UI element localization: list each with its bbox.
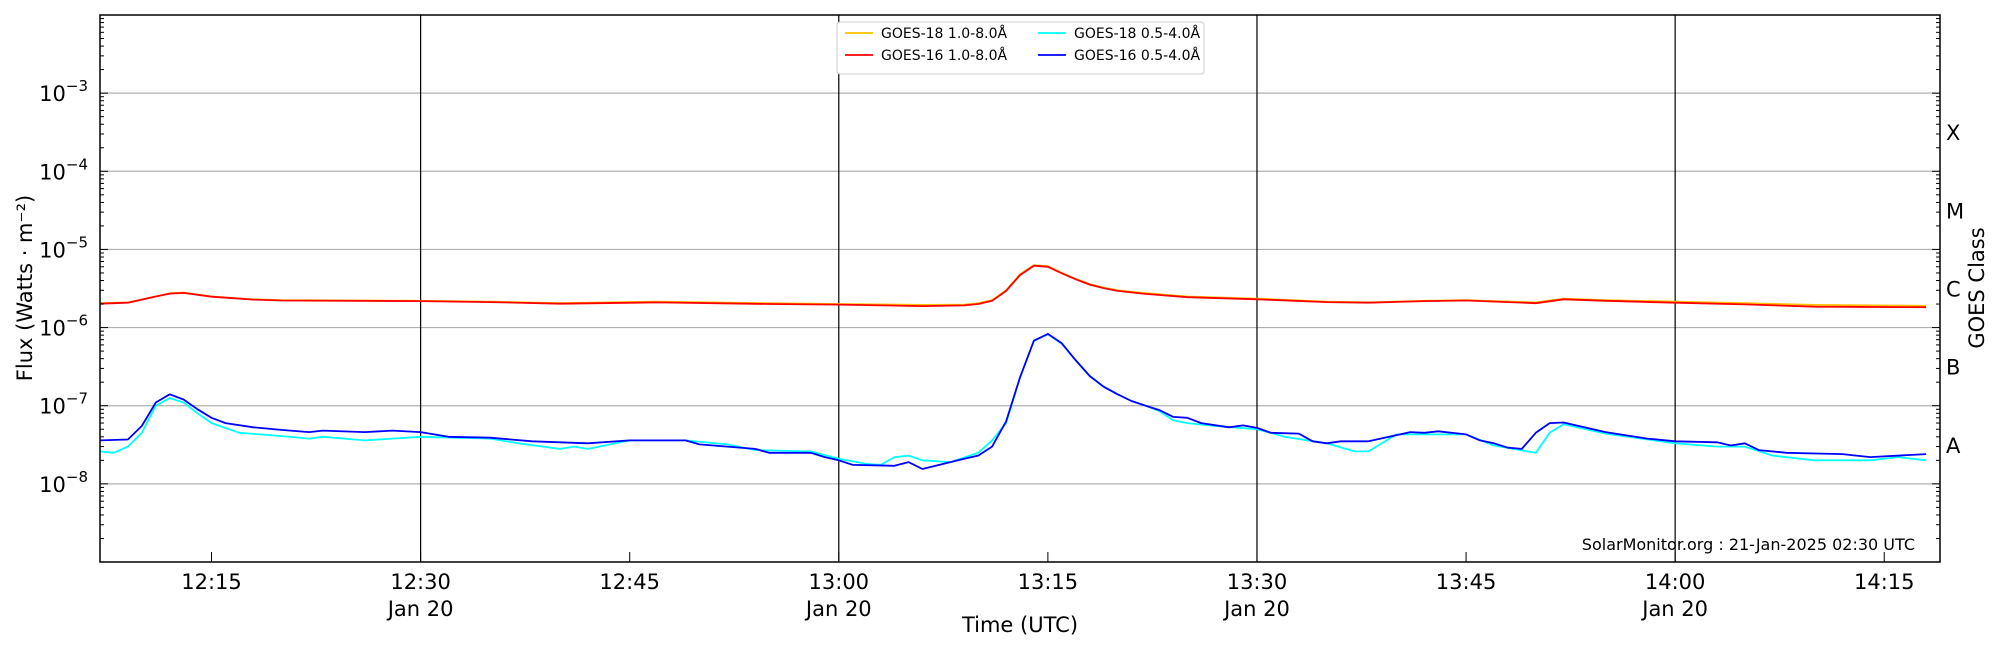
x-tick-label: 14:15 [1854,570,1915,594]
x-tick-label: 13:15 [1018,570,1079,594]
x-tick-date-label: Jan 20 [804,597,872,621]
series-line-0 [99,264,1927,307]
goes-class-label: A [1946,434,1961,458]
legend-box [836,21,1205,75]
series-line-1 [99,264,1927,309]
y-tick-label: 10−7 [39,390,88,419]
plot-frame [99,14,1941,563]
x-tick-date-label: Jan 20 [1640,597,1708,621]
series-line-3 [99,333,1927,470]
goes-class-label: X [1946,121,1960,145]
x-tick-label: 13:00 [809,570,870,594]
goes-class-label: C [1946,278,1961,302]
legend-label: GOES-16 1.0-8.0Å [881,47,1007,64]
y-axis-right-label: GOES Class [1965,227,1989,348]
x-tick-date-label: Jan 20 [386,597,454,621]
x-tick-date-label: Jan 20 [1222,597,1290,621]
y-tick-label: 10−8 [39,468,88,497]
grid [100,15,1940,562]
series-lines [99,264,1927,470]
goes-class-label: M [1946,199,1964,223]
axis-ticks: 10−3 10−4 10−5 10−6 10−7 10−8 X M C B A 12:15 12:30 J… [39,18,1964,621]
x-tick-label: 12:30 [390,570,451,594]
y-tick-label: 10−5 [39,233,88,262]
watermark: SolarMonitor.org : 21-Jan-2025 02:30 UTC [1582,535,1915,554]
goes-class-label: B [1946,356,1960,380]
x-axis-label: Time (UTC) [961,613,1078,637]
x-tick-label: 12:15 [181,570,242,594]
legend-label: GOES-16 0.5-4.0Å [1074,47,1200,64]
x-tick-label: 13:45 [1436,570,1497,594]
legend-label: GOES-18 1.0-8.0Å [881,25,1007,42]
x-tick-label: 14:00 [1645,570,1706,594]
y-tick-label: 10−3 [39,77,88,106]
legend: GOES-18 1.0-8.0Å GOES-16 1.0-8.0Å GOES-18 … [836,21,1205,75]
x-tick-label: 13:30 [1227,570,1288,594]
y-tick-label: 10−6 [39,312,88,341]
y-axis-label: Flux (Watts · m⁻²) [13,195,37,381]
x-tick-label: 12:45 [599,570,660,594]
y-tick-label: 10−4 [39,155,88,184]
legend-label: GOES-18 0.5-4.0Å [1074,25,1200,42]
